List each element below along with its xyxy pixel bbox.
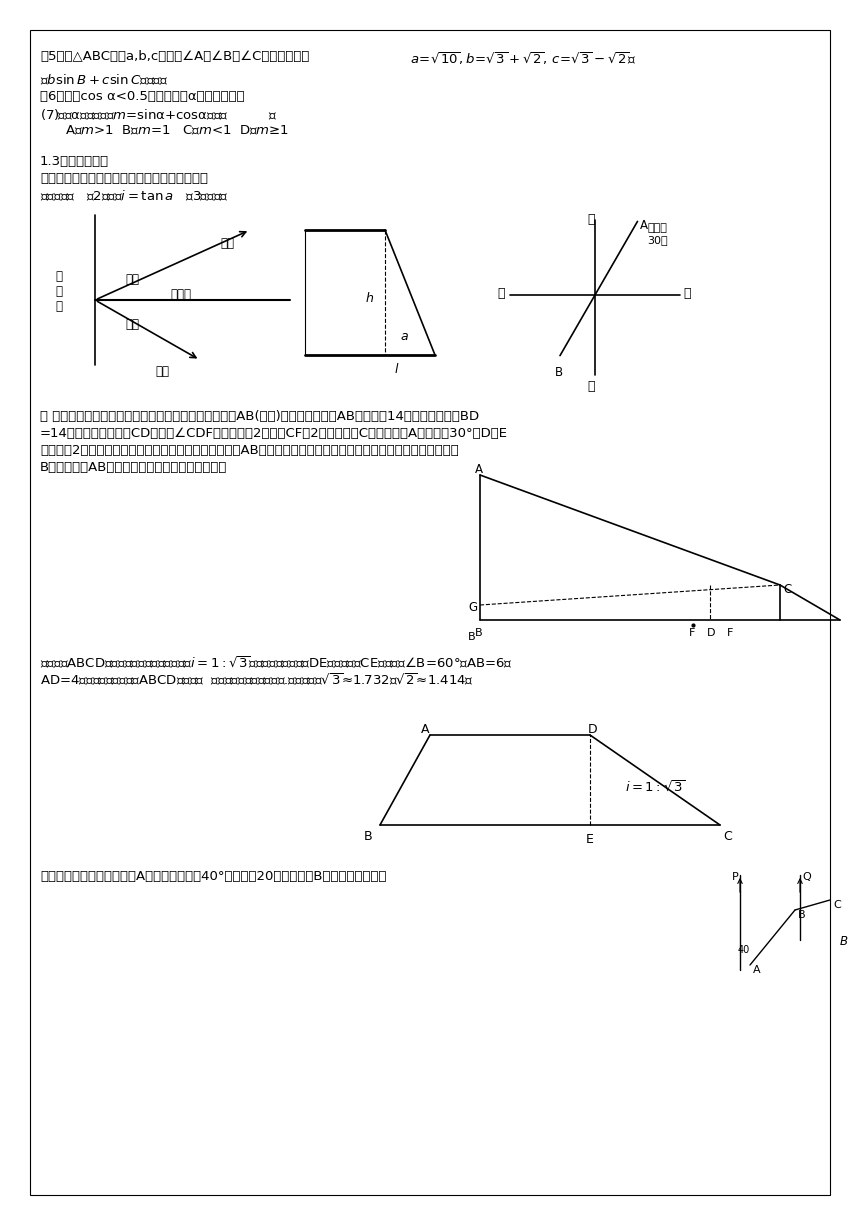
Text: 40: 40	[738, 945, 750, 955]
Text: B: B	[468, 632, 476, 642]
Text: a: a	[400, 330, 408, 343]
Text: A: A	[421, 724, 429, 736]
Text: （5）在△ABC中，a,b,c分别是∠A，∠B，∠C的对边，已知: （5）在△ABC中，a,b,c分别是∠A，∠B，∠C的对边，已知	[40, 50, 310, 63]
Text: B: B	[475, 627, 482, 638]
Text: A: A	[640, 219, 648, 232]
Text: $a\!=\!\sqrt{10},b\!=\!\sqrt{3}+\sqrt{2},\,c\!=\!\sqrt{3}-\sqrt{2}$，: $a\!=\!\sqrt{10},b\!=\!\sqrt{3}+\sqrt{2}…	[410, 50, 636, 67]
Text: =14米，该河岸的坡面CD的坡角∠CDF的正切值为2，岸高CF为2米，在坡顶C处测得杆顶A的仰角为30°，D、E: =14米，该河岸的坡面CD的坡角∠CDF的正切值为2，岸高CF为2米，在坡顶C处…	[40, 427, 508, 440]
Text: 水平线: 水平线	[170, 288, 191, 302]
Text: C: C	[833, 900, 841, 910]
Text: h: h	[366, 292, 373, 305]
Text: 则$b\sin B + c\sin C$的值等于: 则$b\sin B + c\sin C$的值等于	[40, 73, 169, 88]
Text: C: C	[723, 831, 733, 843]
Text: B: B	[840, 935, 848, 948]
Text: 仰角和俯角   （2）坡度$i = \tan a$   （3）方位角: 仰角和俯角 （2）坡度$i = \tan a$ （3）方位角	[40, 188, 229, 203]
Text: D: D	[588, 724, 598, 736]
Text: 南: 南	[587, 379, 594, 393]
Text: E: E	[586, 833, 594, 846]
Text: 仰角: 仰角	[125, 274, 139, 286]
Text: A: A	[475, 463, 483, 475]
Text: 30度: 30度	[648, 236, 668, 246]
Text: $i=1:\sqrt{3}$: $i=1:\sqrt{3}$	[625, 779, 685, 795]
Text: 北: 北	[587, 213, 594, 226]
Text: 1.3解直角三角形: 1.3解直角三角形	[40, 154, 109, 168]
Text: F: F	[727, 627, 734, 638]
Text: B为圆心，以AB长为半径的圆形区域为危险区域）: B为圆心，以AB长为半径的圆形区域为危险区域）	[40, 461, 227, 474]
Text: 例 兰州市城市规划期间，欲拆除黄河岸边的一根电线杆AB(如图)，已知距电线杆AB水平距离14米处是河岸，即BD: 例 兰州市城市规划期间，欲拆除黄河岸边的一根电线杆AB(如图)，已知距电线杆AB…	[40, 410, 479, 423]
Text: P: P	[732, 872, 739, 882]
Text: 垂: 垂	[55, 285, 62, 298]
Text: 铅: 铅	[55, 270, 62, 283]
Text: A: A	[753, 966, 760, 975]
Text: G: G	[468, 601, 477, 614]
Text: 例、梯形ABCD是拦水坝的横断面图，（图中$i=1:\sqrt{3}$是指坡面的铅直高度DE与水平宽度CE的比），∠B=60°，AB=6，: 例、梯形ABCD是拦水坝的横断面图，（图中$i=1:\sqrt{3}$是指坡面的…	[40, 655, 513, 671]
Text: l: l	[395, 364, 398, 376]
Text: 在解直角三角形及应用时经常接触到的一些概念: 在解直角三角形及应用时经常接触到的一些概念	[40, 171, 208, 185]
Text: (7)已知α为锐角，则$m$=sinα+cosα的值（          ）: (7)已知α为锐角，则$m$=sinα+cosα的值（ ）	[40, 107, 278, 122]
Text: 俯角: 俯角	[125, 319, 139, 331]
Text: B: B	[364, 831, 372, 843]
Text: D: D	[707, 627, 716, 638]
Text: C: C	[783, 582, 791, 596]
Text: 北偏东: 北偏东	[648, 224, 667, 233]
Text: 线: 线	[55, 300, 62, 313]
Text: 视线: 视线	[155, 365, 169, 378]
Text: Q: Q	[802, 872, 811, 882]
Text: （6）已知cos α<0.5，那么锐角α的取值范围是: （6）已知cos α<0.5，那么锐角α的取值范围是	[40, 90, 244, 103]
Text: 之间是宽2米的人行道，请你通过计算说明在拆除电线杆AB时，为确保安全，是否将此人行道封上？（在地面上以点: 之间是宽2米的人行道，请你通过计算说明在拆除电线杆AB时，为确保安全，是否将此人…	[40, 444, 458, 457]
Text: 视线: 视线	[220, 237, 234, 250]
Text: F: F	[689, 627, 696, 638]
Text: B: B	[555, 366, 563, 378]
Text: 西: 西	[497, 287, 505, 300]
Text: AD=4，求拦水坝的横断面ABCD的面积。  （结果保留三位有效数字.参考数据：$\sqrt{3}≈1.732，\sqrt{2}≈1.414$）: AD=4，求拦水坝的横断面ABCD的面积。 （结果保留三位有效数字.参考数据：$…	[40, 672, 474, 688]
Text: 东: 东	[683, 287, 691, 300]
Text: B: B	[798, 910, 806, 921]
Text: A．$m$>1  B．$m$=1   C．$m$<1  D．$m$≥1: A．$m$>1 B．$m$=1 C．$m$<1 D．$m$≥1	[65, 124, 289, 137]
Text: 例、如图，一条小船从港口A出发，沿北偏东40°方向航行20海里后到达B处，然后又沿北偏: 例、如图，一条小船从港口A出发，沿北偏东40°方向航行20海里后到达B处，然后又…	[40, 869, 386, 883]
